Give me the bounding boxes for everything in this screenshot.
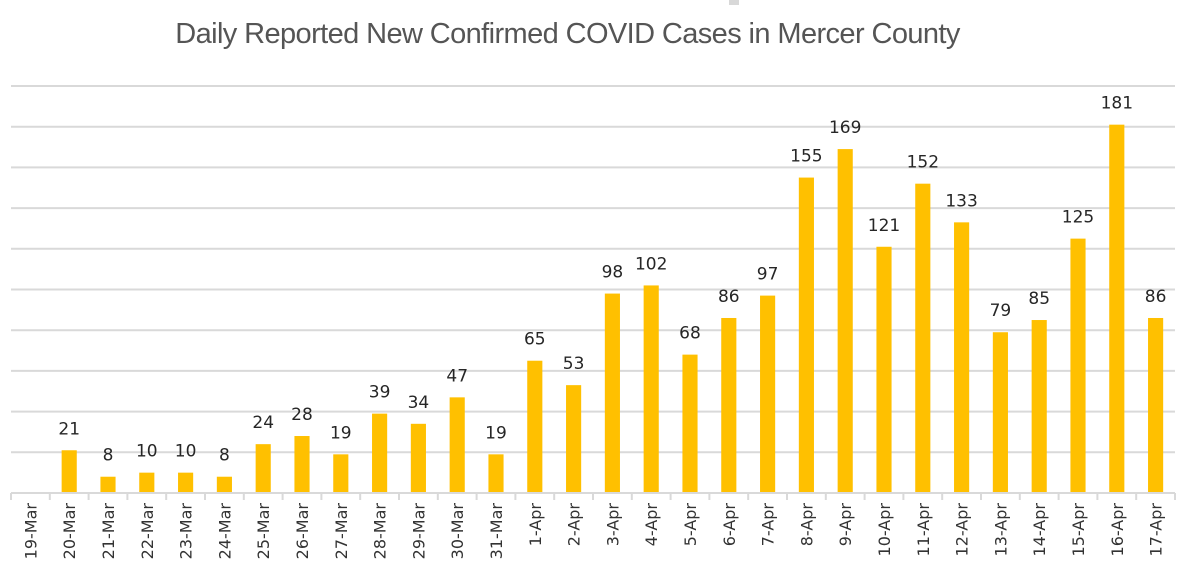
bar-14-Apr bbox=[1031, 320, 1047, 493]
bar-23-Mar bbox=[178, 472, 194, 493]
bar-24-Mar bbox=[216, 476, 232, 493]
data-label-2-Apr: 53 bbox=[563, 354, 585, 374]
bar-5-Apr bbox=[682, 354, 698, 493]
data-label-3-Apr: 98 bbox=[602, 263, 624, 283]
bar-1-Apr bbox=[527, 360, 543, 493]
data-label-24-Mar: 8 bbox=[219, 446, 230, 466]
x-tick-label-27-Mar: 27-Mar bbox=[332, 503, 351, 560]
x-tick-label-23-Mar: 23-Mar bbox=[177, 503, 196, 560]
bar-2-Apr bbox=[566, 385, 582, 493]
bar-12-Apr bbox=[954, 222, 970, 493]
data-label-29-Mar: 34 bbox=[408, 393, 430, 413]
data-label-10-Apr: 121 bbox=[868, 216, 900, 236]
bar-15-Apr bbox=[1070, 238, 1086, 493]
x-tick-label-28-Mar: 28-Mar bbox=[371, 503, 390, 560]
bar-8-Apr bbox=[798, 177, 814, 493]
bar-6-Apr bbox=[721, 317, 737, 493]
x-tick-label-7-Apr: 7-Apr bbox=[759, 503, 778, 547]
x-tick-label-9-Apr: 9-Apr bbox=[836, 503, 855, 547]
data-label-26-Mar: 28 bbox=[291, 405, 313, 425]
x-tick-label-6-Apr: 6-Apr bbox=[720, 503, 739, 547]
x-tick-label-1-Apr: 1-Apr bbox=[526, 503, 545, 547]
bar-16-Apr bbox=[1109, 124, 1125, 493]
x-tick-label-14-Apr: 14-Apr bbox=[1030, 503, 1049, 557]
x-tick-label-4-Apr: 4-Apr bbox=[642, 503, 661, 547]
x-tick-label-20-Mar: 20-Mar bbox=[60, 503, 79, 560]
data-label-25-Mar: 24 bbox=[252, 413, 274, 433]
x-tick-label-3-Apr: 3-Apr bbox=[603, 503, 622, 547]
data-label-9-Apr: 169 bbox=[829, 118, 861, 138]
data-label-8-Apr: 155 bbox=[790, 147, 822, 167]
bar-13-Apr bbox=[992, 332, 1008, 493]
bar-30-Mar bbox=[449, 397, 465, 493]
x-axis bbox=[10, 492, 1176, 500]
data-label-17-Apr: 86 bbox=[1145, 287, 1167, 307]
x-tick-label-13-Apr: 13-Apr bbox=[991, 503, 1010, 557]
data-label-7-Apr: 97 bbox=[757, 265, 779, 285]
x-tick-label-24-Mar: 24-Mar bbox=[215, 503, 234, 560]
bar-11-Apr bbox=[915, 183, 931, 493]
data-label-22-Mar: 10 bbox=[136, 442, 158, 462]
bar-28-Mar bbox=[372, 413, 388, 493]
bar-22-Mar bbox=[139, 472, 155, 493]
data-label-13-Apr: 79 bbox=[990, 301, 1012, 321]
bars bbox=[61, 124, 1164, 493]
data-label-28-Mar: 39 bbox=[369, 383, 391, 403]
x-tick-label-31-Mar: 31-Mar bbox=[487, 503, 506, 560]
data-label-23-Mar: 10 bbox=[175, 442, 197, 462]
bar-29-Mar bbox=[410, 423, 426, 493]
data-label-6-Apr: 86 bbox=[718, 287, 740, 307]
bar-9-Apr bbox=[837, 149, 853, 493]
bar-20-Mar bbox=[61, 450, 77, 493]
data-label-21-Mar: 8 bbox=[103, 446, 114, 466]
top-edge-mark bbox=[729, 0, 739, 5]
bar-17-Apr bbox=[1148, 317, 1164, 493]
data-label-27-Mar: 19 bbox=[330, 423, 352, 443]
x-tick-labels: 19-Mar 20-Mar 21-Mar 22-Mar 23-Mar 24-Mar 25-M… bbox=[21, 503, 1165, 560]
x-tick-label-11-Apr: 11-Apr bbox=[914, 503, 933, 557]
data-label-14-Apr: 85 bbox=[1028, 289, 1050, 309]
x-tick-label-29-Mar: 29-Mar bbox=[409, 503, 428, 560]
data-label-1-Apr: 65 bbox=[524, 330, 546, 350]
bar-3-Apr bbox=[604, 293, 620, 493]
x-tick-label-26-Mar: 26-Mar bbox=[293, 503, 312, 560]
x-tick-label-2-Apr: 2-Apr bbox=[565, 503, 584, 547]
x-tick-label-21-Mar: 21-Mar bbox=[99, 503, 118, 560]
data-label-4-Apr: 102 bbox=[635, 254, 667, 274]
x-tick-label-8-Apr: 8-Apr bbox=[797, 503, 816, 547]
data-label-20-Mar: 21 bbox=[58, 419, 80, 439]
data-label-15-Apr: 125 bbox=[1062, 208, 1094, 228]
x-tick-label-25-Mar: 25-Mar bbox=[254, 503, 273, 560]
bar-21-Mar bbox=[100, 476, 116, 493]
data-label-11-Apr: 152 bbox=[907, 153, 939, 173]
data-label-5-Apr: 68 bbox=[679, 324, 701, 344]
gridlines bbox=[11, 85, 1175, 454]
bar-4-Apr bbox=[643, 285, 659, 493]
data-label-16-Apr: 181 bbox=[1101, 94, 1133, 114]
bar-26-Mar bbox=[294, 436, 310, 493]
x-tick-label-15-Apr: 15-Apr bbox=[1069, 503, 1088, 557]
bar-7-Apr bbox=[760, 295, 776, 493]
x-tick-label-5-Apr: 5-Apr bbox=[681, 503, 700, 547]
bar-31-Mar bbox=[488, 454, 504, 493]
data-label-30-Mar: 47 bbox=[446, 366, 468, 386]
x-tick-label-12-Apr: 12-Apr bbox=[953, 503, 972, 557]
bar-25-Mar bbox=[255, 444, 271, 493]
chart-title: Daily Reported New Confirmed COVID Cases… bbox=[175, 18, 960, 50]
x-tick-label-16-Apr: 16-Apr bbox=[1108, 503, 1127, 557]
x-tick-label-17-Apr: 17-Apr bbox=[1147, 503, 1166, 557]
x-tick-label-19-Mar: 19-Mar bbox=[21, 503, 40, 560]
data-labels: 21 8 10 10 8 24 28 19 39 34 47 19 65 53 98 102 68 86 97 155… bbox=[58, 94, 1166, 466]
x-tick-label-22-Mar: 22-Mar bbox=[138, 503, 157, 560]
bar-10-Apr bbox=[876, 246, 892, 493]
data-label-31-Mar: 19 bbox=[485, 423, 507, 443]
x-tick-label-10-Apr: 10-Apr bbox=[875, 503, 894, 557]
data-label-12-Apr: 133 bbox=[945, 191, 977, 211]
bar-27-Mar bbox=[333, 454, 349, 493]
x-tick-label-30-Mar: 30-Mar bbox=[448, 503, 467, 560]
